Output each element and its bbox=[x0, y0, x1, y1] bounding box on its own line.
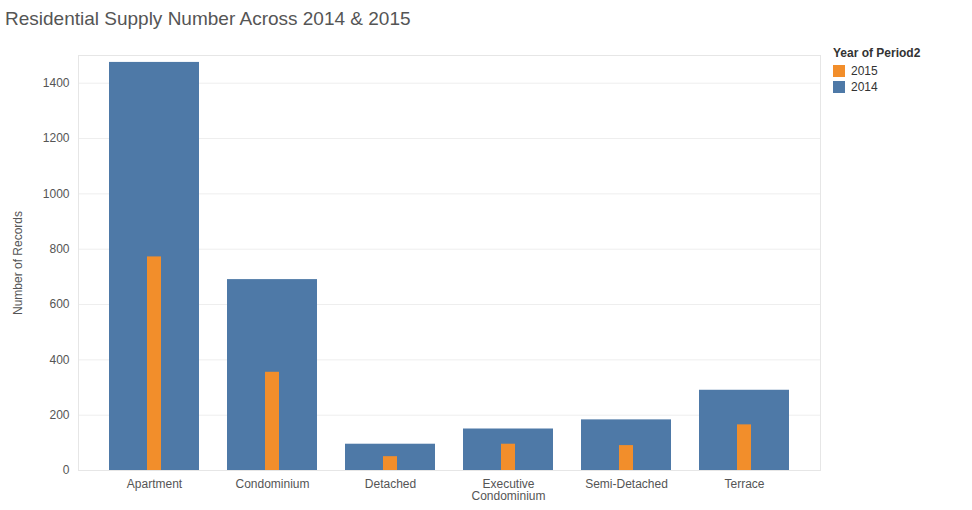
svg-text:0: 0 bbox=[63, 463, 70, 477]
svg-text:Detached: Detached bbox=[365, 477, 416, 491]
html-text:2015: 2015 bbox=[851, 64, 878, 78]
svg-text:600: 600 bbox=[49, 297, 69, 311]
svg-text:1200: 1200 bbox=[43, 131, 70, 145]
svg-text:1400: 1400 bbox=[43, 76, 70, 90]
svg-text:Semi-Detached: Semi-Detached bbox=[585, 477, 668, 491]
svg-text:ExecutiveCondominium: ExecutiveCondominium bbox=[471, 477, 545, 503]
svg-text:800: 800 bbox=[49, 242, 69, 256]
svg-text:Terrace: Terrace bbox=[724, 477, 764, 491]
html-text:Year of Period2: Year of Period2 bbox=[833, 46, 921, 60]
html-text:2014: 2014 bbox=[851, 80, 878, 94]
svg-text:400: 400 bbox=[49, 353, 69, 367]
svg-text:Condominium: Condominium bbox=[235, 477, 309, 491]
svg-text:Apartment: Apartment bbox=[127, 477, 183, 491]
svg-text:200: 200 bbox=[49, 408, 69, 422]
svg-text:Number of Records: Number of Records bbox=[11, 211, 25, 315]
html-text:Residential Supply Number Acro: Residential Supply Number Across 2014 & … bbox=[5, 8, 411, 29]
svg-text:1000: 1000 bbox=[43, 187, 70, 201]
